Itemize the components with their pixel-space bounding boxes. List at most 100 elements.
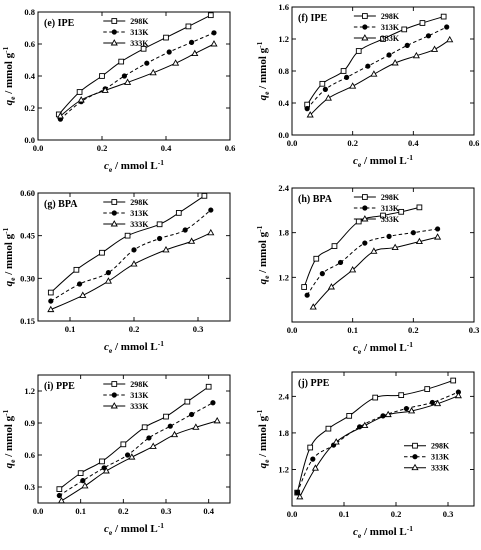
- axis-label-sym: q: [257, 94, 269, 100]
- data-point: [120, 441, 127, 448]
- axis-label-sup: -1: [255, 409, 264, 415]
- data-point: [157, 235, 163, 242]
- axis-label-sym: q: [3, 280, 15, 286]
- data-point: [99, 249, 105, 256]
- legend-label: 313K: [431, 453, 450, 462]
- data-point: [398, 392, 405, 398]
- x-tick-label: 0.3: [193, 324, 204, 334]
- x-tick-label: 0.3: [443, 509, 454, 519]
- data-point: [370, 70, 378, 77]
- data-point: [175, 210, 182, 216]
- legend-label: 333K: [130, 220, 149, 229]
- x-axis-label: ce / mmol L-1: [104, 158, 164, 174]
- legend: 298K 313K 333K: [103, 380, 149, 411]
- data-point: [380, 212, 386, 219]
- data-point: [201, 192, 208, 199]
- axis-label-sub: e: [262, 275, 271, 279]
- legend-marker: [362, 205, 368, 211]
- series-line: [309, 39, 450, 116]
- x-tick-label: 0.3: [469, 325, 480, 335]
- data-point: [430, 45, 439, 52]
- data-point: [47, 289, 54, 296]
- legend-marker: [411, 463, 419, 471]
- data-point: [319, 271, 325, 277]
- data-point: [211, 30, 217, 36]
- data-point: [429, 399, 436, 406]
- x-tick-label: 0.2: [129, 324, 140, 334]
- x-axis-label: ce / mmol L-1: [104, 521, 164, 537]
- y-axis-label: qe / mmol g-1: [255, 41, 271, 100]
- data-point: [76, 89, 83, 95]
- y-axis-label: qe / mmol g-1: [255, 409, 271, 468]
- legend-item: 333K: [103, 39, 149, 48]
- axis-label-unit: / mmol g: [3, 233, 15, 277]
- y-axis-label: qe / mmol g-1: [255, 225, 271, 284]
- series-333K: [306, 35, 454, 118]
- x-axis-label: ce / mmol L-1: [353, 153, 413, 169]
- data-point: [172, 59, 180, 66]
- data-point: [124, 232, 131, 239]
- series-333K: [309, 233, 442, 310]
- data-point: [189, 39, 195, 46]
- x-tick-label: 0.6: [225, 143, 236, 153]
- data-point: [365, 63, 371, 69]
- data-point: [401, 26, 408, 33]
- data-point: [331, 243, 338, 249]
- x-tick-label: 0.4: [161, 143, 172, 153]
- y-tick-label: 1.2: [278, 34, 289, 44]
- legend-marker: [111, 18, 118, 24]
- axis-label-sup: -1: [158, 339, 164, 348]
- axis-label-sym: q: [3, 99, 15, 105]
- legend-label: 298K: [130, 380, 149, 389]
- axis-label-sup: -1: [158, 158, 164, 167]
- axis-label-sub: e: [262, 91, 271, 95]
- series-line: [60, 43, 215, 117]
- series-line: [306, 16, 444, 105]
- series-298K: [301, 204, 423, 290]
- axis-label-sym: c: [353, 155, 358, 167]
- x-tick-label: 0.0: [287, 138, 298, 148]
- axis-label-sup: -1: [407, 524, 413, 533]
- data-point: [306, 111, 314, 118]
- axis-label-sup: -1: [1, 227, 10, 233]
- axis-label-unit: / mmol g: [3, 415, 15, 459]
- x-tick-label: 0.2: [118, 506, 129, 516]
- data-point: [56, 492, 62, 499]
- legend-marker: [362, 194, 368, 200]
- y-tick-label: 1.2: [278, 464, 289, 474]
- data-point: [191, 49, 199, 57]
- data-point: [57, 496, 66, 504]
- legend-item: 298K: [353, 12, 400, 21]
- y-tick-label: 0.0: [24, 135, 35, 145]
- legend-item: 298K: [103, 17, 149, 26]
- data-point: [346, 413, 353, 419]
- axis-label-sub: e: [109, 346, 113, 355]
- y-tick-label: 0.60: [20, 188, 35, 198]
- series-333K: [56, 40, 218, 119]
- axis-label-sub: e: [358, 347, 362, 356]
- legend-label: 313K: [130, 391, 149, 400]
- axis-label-unit: / mmol L: [112, 523, 158, 535]
- data-point: [167, 423, 173, 429]
- legend-item: 298K: [404, 442, 450, 451]
- axis-label-sym: q: [257, 278, 269, 284]
- data-point: [76, 281, 83, 287]
- axis-label-unit: / mmol L: [361, 342, 407, 354]
- series-313K: [304, 226, 441, 298]
- axis-label-unit: / mmol g: [257, 415, 269, 459]
- y-tick-label: 1.8: [278, 228, 289, 238]
- legend-item: 313K: [353, 23, 400, 32]
- legend-label: 333K: [381, 34, 400, 43]
- legend: 298K 313K 333K: [103, 17, 149, 48]
- series-313K: [56, 400, 216, 499]
- data-point: [349, 265, 357, 273]
- y-tick-label: 0.6: [24, 450, 35, 460]
- legend-marker: [412, 442, 418, 449]
- data-point: [213, 416, 221, 424]
- data-point: [210, 400, 216, 406]
- data-point: [184, 398, 191, 405]
- data-point: [416, 204, 423, 211]
- data-point: [141, 424, 148, 431]
- legend-item: 313K: [103, 209, 149, 218]
